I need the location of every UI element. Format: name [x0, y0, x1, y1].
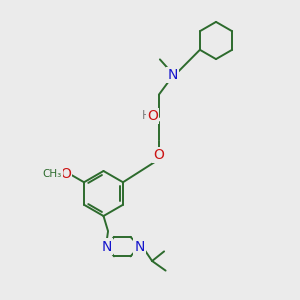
Text: H: H: [142, 109, 151, 122]
Text: O: O: [60, 167, 71, 181]
Text: N: N: [134, 240, 145, 254]
Text: N: N: [167, 68, 178, 82]
Text: O: O: [147, 109, 158, 123]
Text: N: N: [101, 240, 112, 254]
Text: O: O: [154, 148, 164, 162]
Text: N: N: [101, 240, 112, 254]
Text: CH₃: CH₃: [43, 169, 62, 179]
